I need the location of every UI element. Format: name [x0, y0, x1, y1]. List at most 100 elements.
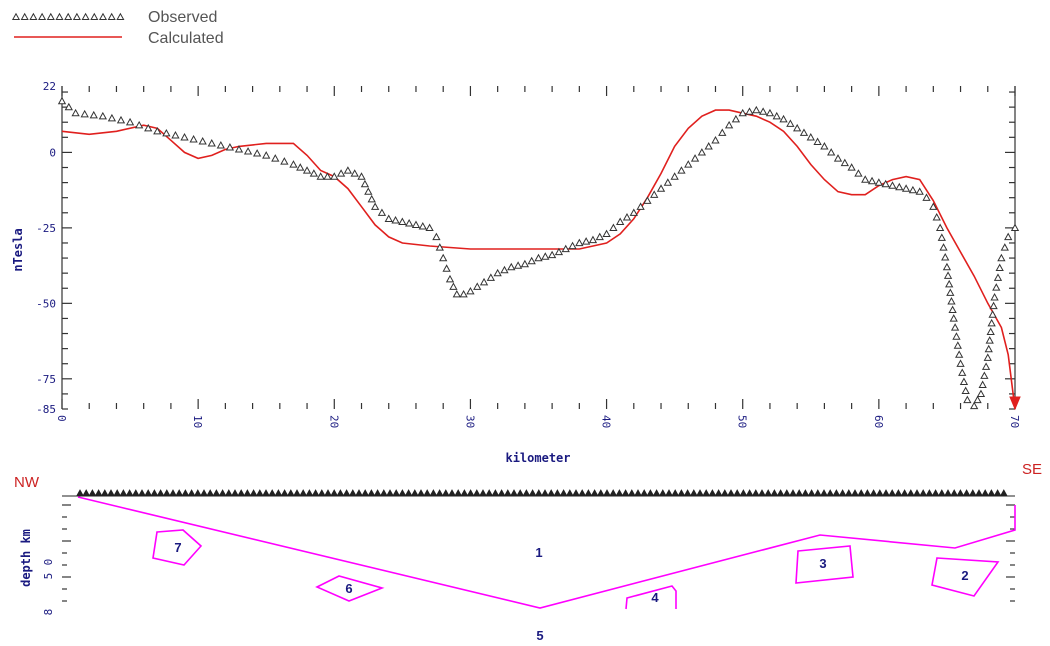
surface-marker: [466, 489, 475, 496]
observed-point: [432, 232, 441, 241]
observed-point: [983, 353, 992, 361]
observed-point: [946, 288, 955, 296]
y-tick-label: 22: [43, 80, 56, 93]
x-tick-label: 30: [463, 415, 476, 428]
observed-point: [473, 282, 482, 290]
observed-point: [71, 108, 80, 117]
plot-area: [62, 86, 1015, 409]
observed-point: [643, 196, 652, 204]
observed-point: [986, 327, 995, 335]
surface-marker: [113, 489, 121, 496]
observed-point: [554, 247, 564, 256]
observed-point: [981, 362, 991, 370]
surface-marker: [541, 489, 549, 496]
surface-marker: [789, 489, 797, 496]
x-tick-label: 40: [600, 415, 613, 428]
surface-marker: [280, 489, 289, 496]
x-tick-label: 0: [55, 415, 68, 422]
observed-point: [947, 297, 956, 305]
surface-marker: [721, 489, 729, 496]
observed-point: [867, 176, 877, 185]
observed-point: [670, 172, 679, 180]
surface-station-markers: [76, 489, 1008, 496]
surface-marker: [497, 489, 506, 496]
surface-marker: [640, 489, 648, 496]
observed-point: [80, 109, 89, 118]
x-tick-labels: 0 10 20 30 40 50 60 70: [55, 415, 1021, 428]
surface-marker: [993, 489, 1002, 496]
observed-point: [57, 96, 67, 105]
observed-point: [575, 238, 584, 247]
legend-triangle-marker: [20, 12, 29, 21]
observed-point: [772, 111, 781, 120]
observed-point: [995, 263, 1004, 272]
observed-point: [520, 259, 530, 268]
body-label-6: 6: [345, 581, 352, 596]
observed-series: [57, 96, 1020, 410]
surface-marker: [510, 489, 518, 496]
observed-point: [171, 130, 180, 139]
observed-point: [949, 314, 958, 322]
observed-point: [425, 223, 434, 232]
surface-marker: [894, 489, 903, 496]
legend-triangle-marker: [55, 12, 64, 21]
observed-point: [970, 401, 979, 410]
surface-marker: [547, 489, 555, 496]
observed-point: [758, 107, 768, 115]
surface-marker: [107, 489, 115, 496]
observed-point: [724, 120, 734, 129]
surface-marker: [460, 489, 469, 496]
surface-marker: [206, 489, 214, 496]
observed-point: [350, 169, 359, 177]
surface-marker: [578, 489, 586, 496]
observed-point: [799, 128, 809, 136]
observed-point: [973, 395, 982, 404]
observed-point: [336, 169, 346, 177]
plot-axes: [61, 86, 1016, 410]
observed-point: [684, 160, 693, 168]
surface-marker: [361, 489, 369, 496]
surface-marker: [783, 489, 791, 496]
observed-point: [343, 166, 353, 174]
observed-point: [989, 301, 998, 310]
surface-marker: [442, 489, 450, 496]
observed-point: [765, 108, 775, 117]
surface-marker: [876, 489, 884, 496]
surface-marker: [330, 489, 338, 496]
observed-point: [479, 277, 489, 286]
legend-triangle-marker: [46, 12, 55, 21]
surface-marker: [522, 489, 531, 496]
observed-point: [806, 132, 815, 141]
observed-point: [486, 273, 495, 281]
observed-point: [948, 305, 957, 314]
surface-marker: [156, 489, 165, 496]
observed-point: [360, 179, 370, 188]
observed-point: [984, 344, 993, 353]
surface-marker: [820, 489, 828, 496]
surface-marker: [739, 489, 748, 496]
surface-marker: [268, 489, 276, 496]
observed-point: [89, 110, 98, 119]
surface-marker: [423, 489, 431, 496]
observed-point: [234, 145, 244, 153]
observed-point: [357, 172, 366, 180]
observed-point: [302, 166, 312, 174]
body-3-outline: [795, 545, 854, 584]
observed-point: [144, 123, 153, 132]
surface-marker: [169, 489, 177, 496]
observed-point: [125, 117, 135, 126]
y-axis-title: nTesla: [11, 228, 25, 271]
observed-point: [943, 271, 953, 279]
observed-point: [690, 154, 700, 162]
x-tick-label: 70: [1008, 415, 1021, 428]
surface-marker: [311, 489, 320, 496]
surface-marker: [454, 489, 462, 496]
observed-point: [738, 108, 747, 117]
surface-marker: [553, 489, 562, 496]
observed-point: [493, 268, 502, 277]
surface-marker: [101, 489, 109, 496]
surface-marker: [696, 489, 704, 496]
surface-marker: [776, 489, 785, 496]
legend-triangle-marker: [38, 12, 47, 21]
